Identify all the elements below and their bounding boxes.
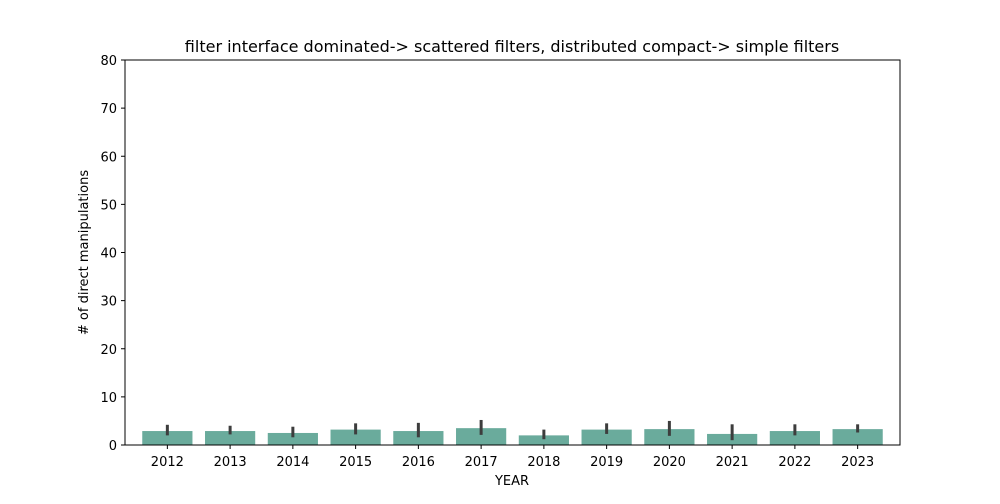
x-tick-label-2018: 2018: [527, 455, 560, 470]
x-tick-label-2013: 2013: [214, 455, 247, 470]
y-tick-label-60: 60: [100, 150, 117, 165]
bar-2017: [456, 428, 507, 445]
x-tick-label-2012: 2012: [151, 455, 184, 470]
y-tick-label-30: 30: [100, 295, 117, 310]
plot-area-frame: [124, 59, 901, 446]
x-tick-label-2019: 2019: [590, 455, 623, 470]
y-tick-label-10: 10: [100, 391, 117, 406]
x-tick-label-2014: 2014: [276, 455, 309, 470]
y-tick-label-80: 80: [100, 54, 117, 69]
y-tick-label-0: 0: [109, 439, 117, 454]
bar-2023: [832, 429, 883, 445]
x-tick-label-2015: 2015: [339, 455, 372, 470]
error-bars-group: [165, 419, 860, 441]
x-axis-label: YEAR: [494, 474, 529, 489]
bar-2016: [393, 431, 444, 445]
x-tick-label-2022: 2022: [778, 455, 811, 470]
x-tick-label-2020: 2020: [653, 455, 686, 470]
bar-2014: [267, 432, 318, 445]
bar-2020: [644, 429, 695, 445]
x-tick-label-2017: 2017: [465, 455, 498, 470]
x-tick-label-2016: 2016: [402, 455, 435, 470]
y-tick-label-50: 50: [100, 198, 117, 213]
x-tick-label-2023: 2023: [841, 455, 874, 470]
x-tick-label-2021: 2021: [716, 455, 749, 470]
bar-2015: [330, 429, 381, 445]
y-axis-label: # of direct manipulations: [77, 170, 92, 335]
bar-2013: [205, 431, 256, 445]
y-axis: 0 10 20 30 40 50 60 70 80: [100, 54, 125, 454]
bar-2012: [142, 431, 193, 445]
y-tick-label-20: 20: [100, 343, 117, 358]
y-tick-label-70: 70: [100, 102, 117, 117]
bar-2019: [581, 429, 632, 445]
x-axis: 2012 2013 2014 2015 2016 2017 2018 2019 2020 2021…: [151, 445, 874, 470]
y-tick-label-40: 40: [100, 247, 117, 262]
bar-2022: [769, 431, 820, 445]
bars-group: [142, 428, 883, 445]
bar-2018: [518, 435, 569, 445]
chart-title: filter interface dominated-> scattered f…: [185, 37, 839, 56]
